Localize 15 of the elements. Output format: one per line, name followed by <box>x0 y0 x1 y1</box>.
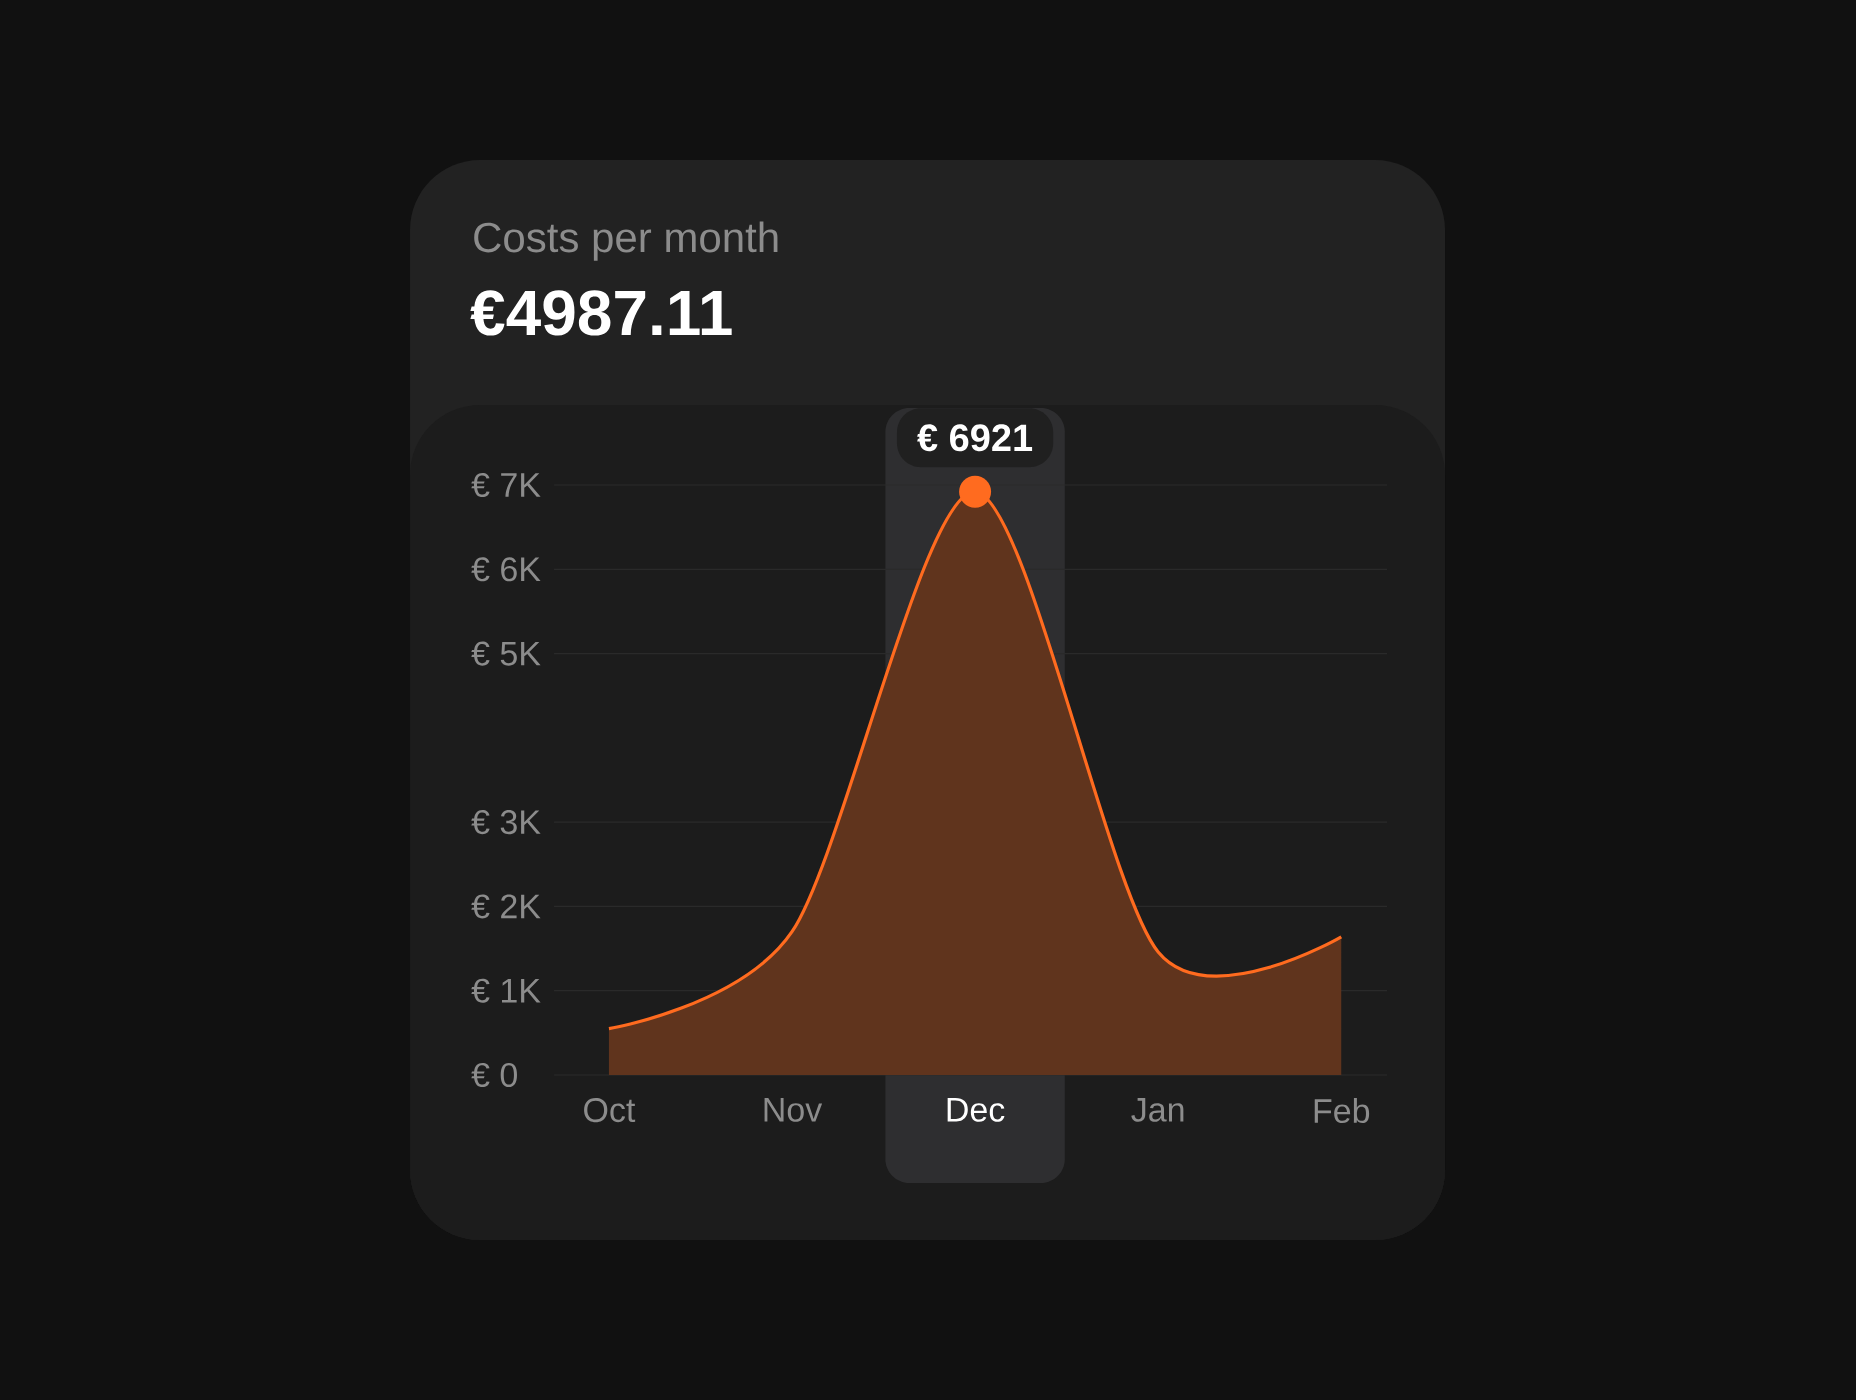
chart-subtitle: €4987.11 <box>470 290 732 336</box>
y-tick-label: € 5K <box>471 641 541 666</box>
y-tick-label: € 2K <box>471 894 541 919</box>
chart-title: Costs per month <box>474 221 778 261</box>
y-tick-label: € 7K <box>471 472 541 498</box>
y-tick-label: € 6K <box>471 557 541 582</box>
y-tick-label: € 1K <box>471 978 541 1003</box>
x-tick-label: Nov <box>764 1098 823 1122</box>
x-tick-label: Dec <box>947 1098 1005 1122</box>
annotation: € 6921 <box>917 424 1033 452</box>
x-tick-label: Jan <box>1131 1098 1184 1122</box>
x-tick-label: Feb <box>1314 1098 1370 1124</box>
y-tick-label: € 0 <box>471 1062 517 1088</box>
x-tick-label: Oct <box>584 1098 636 1123</box>
y-tick-label: € 3K <box>471 810 541 835</box>
